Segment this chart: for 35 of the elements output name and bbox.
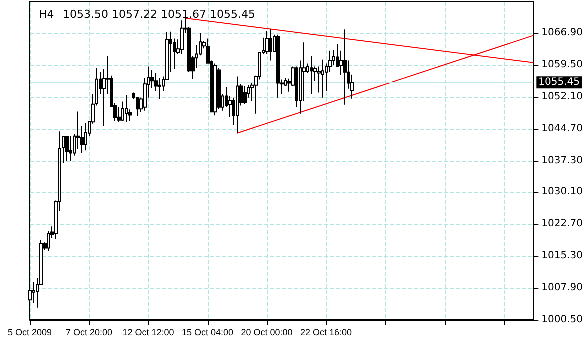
candlestick <box>321 59 324 98</box>
candlestick <box>243 86 247 105</box>
x-tick-label: 7 Oct 20:00 <box>66 328 113 338</box>
y-tick-label: 1015.30 <box>542 250 584 262</box>
candlestick <box>84 122 87 152</box>
text: H4 <box>39 8 54 21</box>
candlestick <box>125 94 128 124</box>
x-tick-label: 20 Oct 00:00 <box>241 328 293 338</box>
y-tick-label: 1066.90 <box>542 28 584 39</box>
x-tick-label: 12 Oct 12:00 <box>122 328 174 338</box>
candlestick <box>236 76 239 134</box>
candlestick <box>310 56 313 95</box>
text: 1053.50 1057.22 1051.67 1055.45 <box>63 8 256 21</box>
x-tick-label: 22 Oct 16:00 <box>300 328 352 338</box>
candlestick <box>269 28 272 62</box>
x-tick-label: 5 Oct 2009 <box>8 328 52 338</box>
y-tick-label: 1000.50 <box>542 314 584 326</box>
candlestick <box>180 20 184 55</box>
candlestick <box>158 78 161 100</box>
candlestick <box>65 135 69 162</box>
y-tick-label: 1030.10 <box>542 186 584 198</box>
ref-line-label: 1055.45 <box>538 77 580 88</box>
candlestick <box>213 63 217 116</box>
candlestick <box>32 281 35 304</box>
candlestick <box>47 230 50 252</box>
candlestick <box>343 29 347 106</box>
y-tick-label: 1059.50 <box>542 60 584 71</box>
y-tick-label: 1052.10 <box>542 92 584 103</box>
candlestick <box>69 136 72 162</box>
y-tick-label: 1044.70 <box>542 124 584 135</box>
y-tick-label: 1007.90 <box>542 282 584 294</box>
x-tick-label: 15 Oct 04:00 <box>182 328 234 338</box>
y-tick-label: 1037.30 <box>542 156 584 166</box>
y-tick-label: 1022.70 <box>542 218 584 230</box>
candlestick <box>276 34 280 98</box>
